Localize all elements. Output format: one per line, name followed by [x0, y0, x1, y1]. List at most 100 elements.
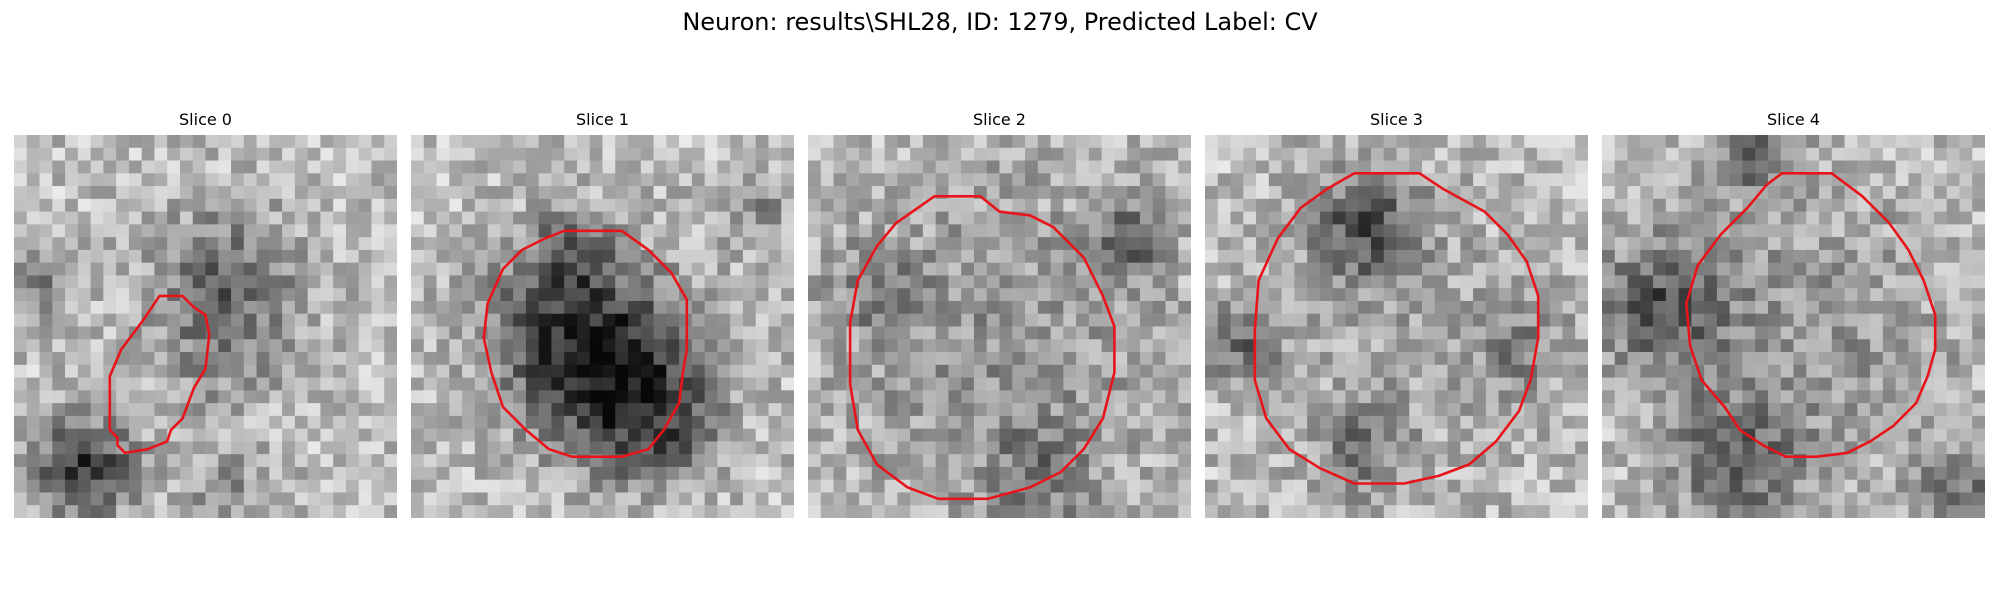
image-pixel — [1831, 352, 1846, 366]
image-pixel — [922, 390, 937, 404]
image-pixel — [910, 454, 924, 468]
image-pixel — [1088, 135, 1103, 149]
image-pixel — [1704, 211, 1718, 225]
image-pixel — [973, 288, 988, 302]
image-pixel — [1819, 505, 1833, 518]
image-pixel — [1755, 326, 1769, 340]
image-pixel — [1511, 160, 1525, 174]
image-pixel — [449, 492, 463, 506]
image-pixel — [411, 339, 425, 353]
image-pixel — [436, 403, 450, 417]
image-pixel — [1844, 466, 1858, 481]
image-pixel — [333, 505, 347, 518]
image-pixel — [1076, 364, 1090, 379]
image-pixel — [884, 352, 898, 366]
image-pixel — [653, 173, 667, 187]
image-pixel — [1447, 492, 1461, 506]
image-pixel — [717, 352, 731, 366]
image-pixel — [1178, 390, 1191, 404]
image-pixel — [1780, 441, 1795, 455]
image-pixel — [910, 288, 924, 302]
image-pixel — [1831, 147, 1846, 162]
image-pixel — [640, 505, 655, 518]
image-pixel — [935, 390, 950, 404]
image-pixel — [1447, 313, 1461, 328]
image-pixel — [141, 403, 156, 417]
image-pixel — [640, 466, 655, 481]
image-pixel — [1742, 237, 1756, 251]
image-pixel — [384, 466, 397, 481]
image-pixel — [90, 454, 104, 468]
image-pixel — [345, 403, 360, 417]
image-pixel — [1243, 415, 1257, 430]
image-pixel — [1602, 441, 1616, 455]
image-pixel — [628, 492, 642, 506]
image-pixel — [922, 237, 937, 251]
image-pixel — [116, 466, 130, 481]
image-pixel — [1485, 249, 1500, 264]
image-pixel — [910, 364, 924, 379]
image-pixel — [1536, 224, 1551, 238]
image-pixel — [167, 454, 181, 468]
image-pixel — [1165, 198, 1179, 213]
image-pixel — [294, 326, 309, 340]
image-pixel — [1485, 364, 1500, 379]
image-pixel — [269, 249, 283, 264]
image-pixel — [1460, 186, 1474, 200]
image-pixel — [282, 428, 296, 442]
image-pixel — [615, 326, 629, 340]
image-pixel — [859, 390, 873, 404]
image-pixel — [1012, 326, 1026, 340]
image-pixel — [1178, 147, 1191, 162]
image-pixel — [116, 275, 130, 289]
image-pixel — [1793, 211, 1807, 225]
image-pixel — [1127, 313, 1141, 328]
image-pixel — [1205, 313, 1219, 328]
image-pixel — [1729, 454, 1744, 468]
image-pixel — [1409, 505, 1423, 518]
image-pixel — [474, 505, 489, 518]
image-pixel — [39, 160, 53, 174]
image-pixel — [1640, 186, 1654, 200]
image-pixel — [1243, 211, 1257, 225]
image-pixel — [487, 454, 501, 468]
image-pixel — [884, 313, 898, 328]
image-pixel — [1780, 326, 1795, 340]
image-pixel — [1012, 505, 1026, 518]
image-pixel — [961, 466, 975, 481]
image-pixel — [1793, 352, 1807, 366]
image-pixel — [1665, 288, 1680, 302]
image-pixel — [1152, 135, 1167, 149]
image-pixel — [1882, 198, 1897, 213]
image-pixel — [808, 211, 822, 225]
image-pixel — [103, 492, 117, 506]
image-pixel — [423, 415, 438, 430]
image-pixel — [1396, 186, 1410, 200]
image-pixel — [808, 186, 822, 200]
image-pixel — [1691, 326, 1705, 340]
image-pixel — [294, 288, 309, 302]
image-pixel — [1383, 505, 1398, 518]
image-pixel — [986, 415, 1001, 430]
image-pixel — [1434, 403, 1449, 417]
image-pixel — [436, 211, 450, 225]
image-pixel — [922, 466, 937, 481]
image-pixel — [1332, 377, 1347, 391]
image-pixel — [666, 505, 680, 518]
image-pixel — [1473, 364, 1487, 379]
image-pixel — [1524, 186, 1538, 200]
image-pixel — [52, 428, 66, 442]
image-pixel — [1012, 403, 1026, 417]
image-pixel — [1536, 326, 1551, 340]
image-pixel — [628, 428, 642, 442]
image-pixel — [1217, 224, 1232, 238]
image-pixel — [474, 160, 489, 174]
image-pixel — [986, 313, 1001, 328]
image-pixel — [628, 364, 642, 379]
image-pixel — [294, 390, 309, 404]
image-pixel — [538, 173, 553, 187]
image-pixel — [640, 492, 655, 506]
image-pixel — [1946, 505, 1961, 518]
image-pixel — [833, 224, 847, 238]
image-pixel — [1243, 492, 1257, 506]
